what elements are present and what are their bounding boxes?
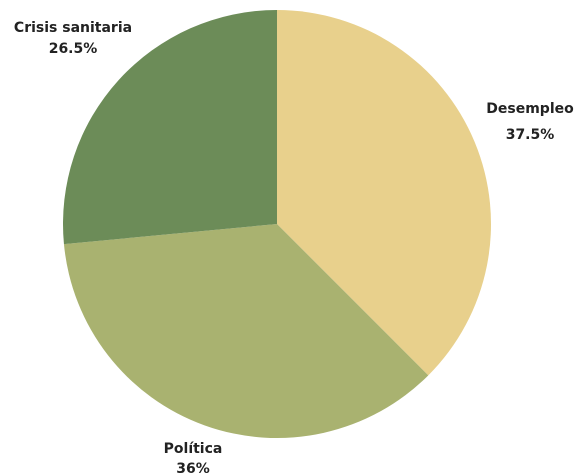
pie-slice-politica bbox=[63, 224, 429, 438]
pie-slice-crisis-sanitaria bbox=[62, 10, 277, 245]
slice-value-crisis-sanitaria: 26.5% bbox=[49, 41, 98, 57]
pie-slice-desempleo bbox=[277, 10, 492, 376]
slice-value-desempleo: 37.5% bbox=[506, 127, 555, 143]
slice-label-desempleo: Desempleo bbox=[486, 101, 574, 117]
slice-label-crisis-sanitaria: Crisis sanitaria bbox=[14, 20, 132, 36]
slice-label-politica: Política bbox=[164, 441, 223, 457]
slice-value-politica: 36% bbox=[176, 461, 210, 476]
